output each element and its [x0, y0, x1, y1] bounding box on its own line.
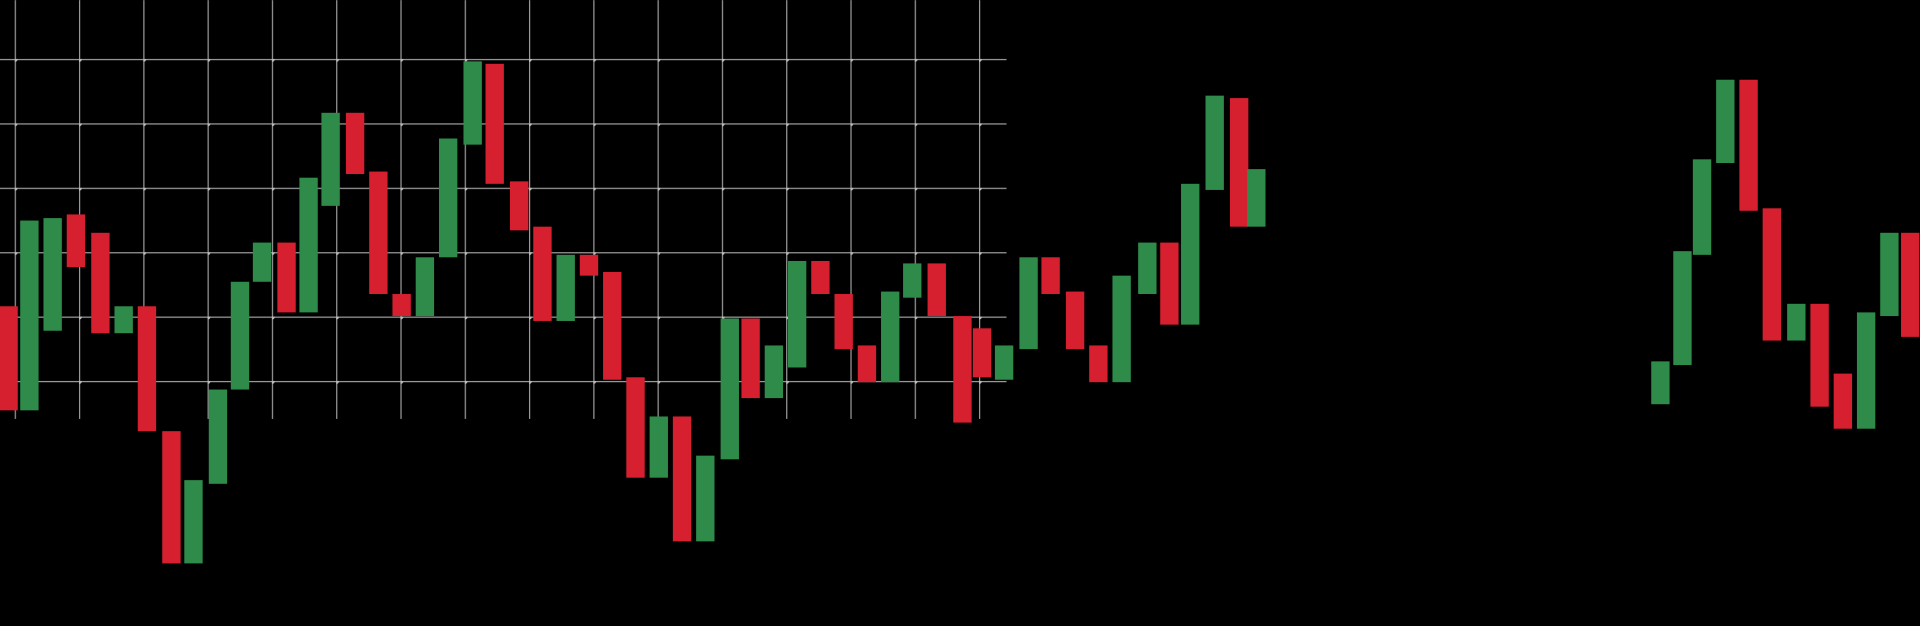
candle-body: [1651, 361, 1670, 405]
candle-body: [579, 254, 599, 276]
candle-body: [1901, 232, 1920, 337]
candle-body: [415, 257, 435, 317]
candle-body: [603, 271, 622, 380]
candle-body: [696, 455, 715, 542]
candle-body: [994, 345, 1014, 380]
candle-body: [881, 291, 900, 383]
candle-body: [485, 63, 504, 184]
candle-body: [1880, 232, 1899, 317]
candle-body: [1762, 208, 1782, 341]
candle-body: [321, 112, 340, 206]
candle-body: [114, 306, 133, 334]
candle-body: [1160, 242, 1179, 325]
candle-body: [1716, 79, 1735, 163]
candle-body: [1041, 257, 1060, 295]
candle-body: [230, 281, 250, 390]
candle-body: [927, 263, 946, 317]
candle-body: [1787, 303, 1806, 341]
candle-body: [953, 316, 972, 423]
candle-body: [1138, 242, 1157, 295]
candle-body: [764, 345, 784, 399]
candle-body: [533, 226, 552, 321]
candle-body: [1181, 183, 1200, 325]
candle-body: [369, 171, 388, 295]
candle-body: [510, 181, 529, 231]
candle-body: [1739, 79, 1758, 211]
candle-body: [91, 232, 110, 334]
candle-body: [0, 306, 18, 411]
candle-body: [43, 218, 62, 331]
candle-body: [1692, 159, 1712, 255]
candle-body: [903, 263, 922, 298]
candles: [0, 61, 1920, 564]
candle-body: [1833, 373, 1853, 429]
candle-body: [137, 306, 157, 432]
candle-body: [299, 177, 318, 313]
candle-body: [438, 138, 458, 258]
candle-body: [345, 112, 365, 175]
candle-body: [857, 345, 877, 383]
candle-body: [556, 254, 575, 321]
candle-body: [741, 318, 760, 399]
candle-body: [208, 389, 228, 484]
candle-body: [277, 242, 296, 313]
candle-body: [20, 220, 39, 411]
candle-body: [811, 260, 830, 295]
candle-body: [162, 431, 181, 564]
candle-body: [1112, 275, 1131, 383]
candle-body: [1673, 251, 1692, 366]
candle-body: [626, 377, 645, 478]
candle-body: [184, 480, 203, 564]
candle-body: [787, 260, 807, 368]
candle-body: [1205, 95, 1224, 190]
candle-body: [1247, 169, 1266, 227]
candle-body: [252, 242, 272, 282]
candle-body: [972, 328, 992, 378]
candle-body: [649, 416, 668, 478]
candle-body: [463, 61, 482, 145]
candle-body: [834, 294, 853, 350]
candle-body: [1810, 303, 1829, 407]
candle-body: [1019, 257, 1038, 350]
candle-body: [672, 416, 692, 542]
candle-body: [1089, 345, 1108, 383]
candle-body: [66, 214, 86, 268]
candle-body: [1065, 291, 1085, 350]
candle-body: [720, 318, 739, 460]
candle-body: [1230, 98, 1249, 227]
candle-body: [392, 294, 411, 317]
candle-body: [1856, 312, 1876, 429]
